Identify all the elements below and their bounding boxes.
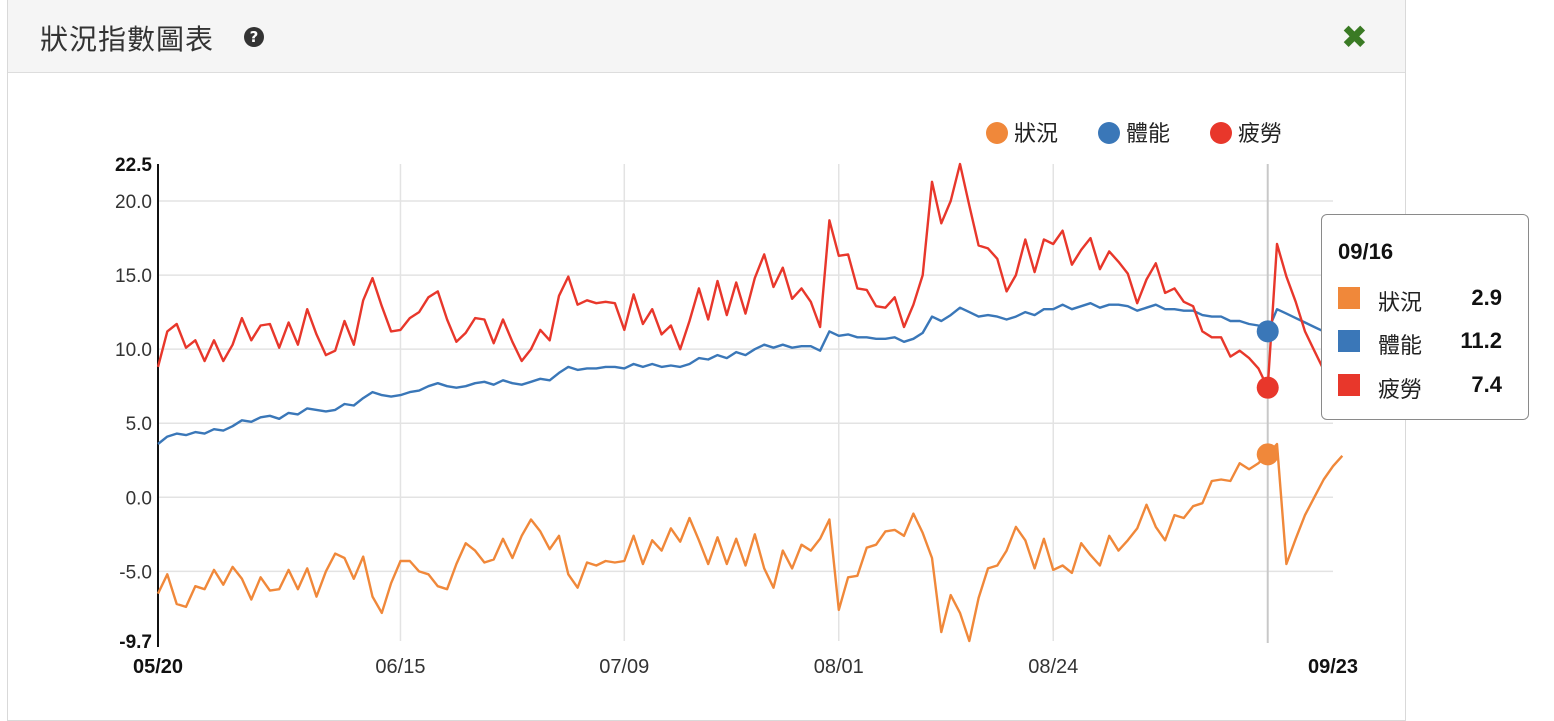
y-tick-label: 22.5: [115, 155, 152, 176]
legend-label-2[interactable]: 疲勞: [1238, 122, 1282, 147]
x-tick-label: 06/15: [375, 656, 425, 678]
series-line-2: [156, 162, 1334, 389]
hover-marker-2: [1256, 376, 1279, 399]
hover-marker-1: [1256, 320, 1279, 343]
x-tick-label: 05/20: [133, 656, 183, 678]
legend-dot-2[interactable]: [1210, 122, 1232, 144]
panel-title: 狀況指數圖表: [40, 23, 215, 56]
tooltip-row-value: 11.2: [1460, 328, 1502, 353]
chart-tooltip: 09/16 狀況 2.9 體能 11.2 疲勞 7.4: [1321, 214, 1529, 420]
chart-legend: 狀況 體能 疲勞: [986, 122, 1282, 147]
question-circle-icon[interactable]: ?: [244, 27, 264, 47]
y-tick-label: 5.0: [126, 414, 152, 435]
fatigue-swatch: [1338, 374, 1360, 396]
series-line-1: [157, 302, 1334, 445]
x-tick-label: 08/24: [1028, 656, 1078, 678]
tooltip-row-name: 狀況: [1378, 291, 1423, 316]
legend-label-0[interactable]: 狀況: [1014, 122, 1058, 147]
hover-marker-0: [1256, 443, 1279, 466]
y-tick-label: -9.7: [119, 632, 152, 653]
y-tick-label: 0.0: [126, 488, 152, 509]
panel-header: 狀況指數圖表 ? ✖: [8, 0, 1405, 73]
tooltip-row-value: 2.9: [1471, 285, 1502, 310]
x-tick-label: 07/09: [599, 656, 649, 678]
tooltip-row-fatigue: 疲勞 7.4: [1338, 372, 1518, 403]
y-tick-label: 10.0: [115, 340, 152, 361]
tooltip-row-condition: 狀況 2.9: [1338, 285, 1518, 316]
legend-dot-1[interactable]: [1098, 122, 1120, 144]
close-x-icon[interactable]: ✖: [1341, 18, 1368, 56]
tooltip-date: 09/16: [1338, 239, 1394, 264]
tooltip-row-value: 7.4: [1471, 372, 1502, 397]
chart-markers: [1256, 320, 1279, 466]
chart-grid: [158, 164, 1333, 643]
tooltip-row-name: 疲勞: [1378, 378, 1423, 403]
fitness-swatch: [1338, 330, 1360, 352]
legend-dot-0[interactable]: [986, 122, 1008, 144]
condition-swatch: [1338, 287, 1360, 309]
y-tick-label: -5.0: [119, 562, 152, 583]
series-line-0: [156, 442, 1344, 643]
y-tick-label: 20.0: [115, 192, 152, 213]
legend-label-1[interactable]: 體能: [1126, 122, 1170, 147]
x-tick-label: 08/01: [814, 656, 864, 678]
chart-axes: 22.5 20.0 15.0 10.0 5.0 0.0 -5.0 -9.7 05/20 06/15…: [115, 155, 1358, 678]
tooltip-row-fitness: 體能 11.2: [1338, 328, 1518, 359]
tooltip-row-name: 體能: [1378, 334, 1423, 359]
y-tick-label: 15.0: [115, 266, 152, 287]
chart-panel: 狀況指數圖表 ? ✖: [7, 0, 1406, 721]
chart-series: [156, 162, 1344, 643]
x-tick-label: 09/23: [1308, 656, 1358, 678]
